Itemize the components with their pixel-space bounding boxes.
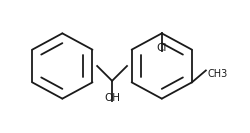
Text: Cl: Cl [156, 43, 167, 53]
Text: OH: OH [104, 93, 120, 103]
Text: CH3: CH3 [208, 69, 228, 80]
